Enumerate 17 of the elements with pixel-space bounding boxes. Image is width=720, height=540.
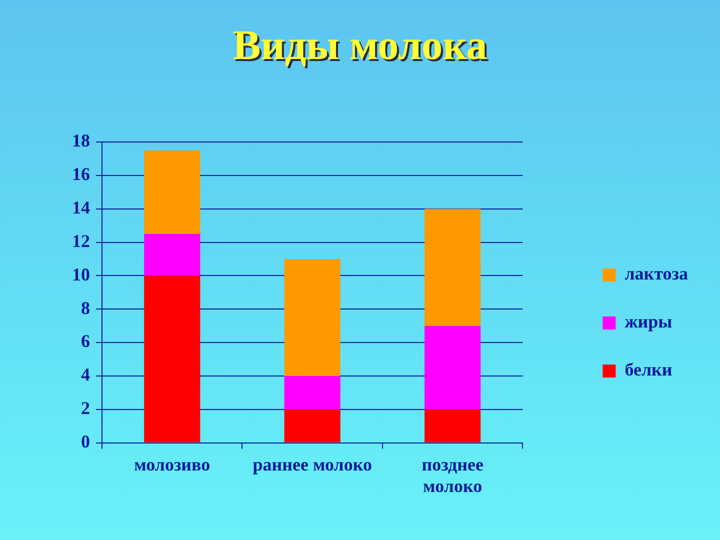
y-tick-label: 4 [81,364,90,385]
chart-title: Виды молока [232,22,488,70]
y-tick-label: 0 [81,431,90,452]
y-tick-label: 12 [72,230,90,251]
y-tick-label: 14 [72,198,90,218]
y-tick-label: 8 [81,298,90,318]
x-tick-label: молозиво [134,454,210,474]
y-tick-label: 6 [81,331,90,352]
legend-label: лактоза [624,264,688,284]
y-tick-label: 2 [81,398,90,418]
x-tick-label: раннее молоко [252,454,372,474]
y-tick-label: 16 [72,164,90,184]
y-tick-label: 18 [72,130,90,151]
legend-label: жиры [624,312,672,332]
legend-label: белки [624,360,672,380]
y-tick-label: 10 [72,264,90,284]
x-tick-label: позднее молоко [422,454,484,496]
